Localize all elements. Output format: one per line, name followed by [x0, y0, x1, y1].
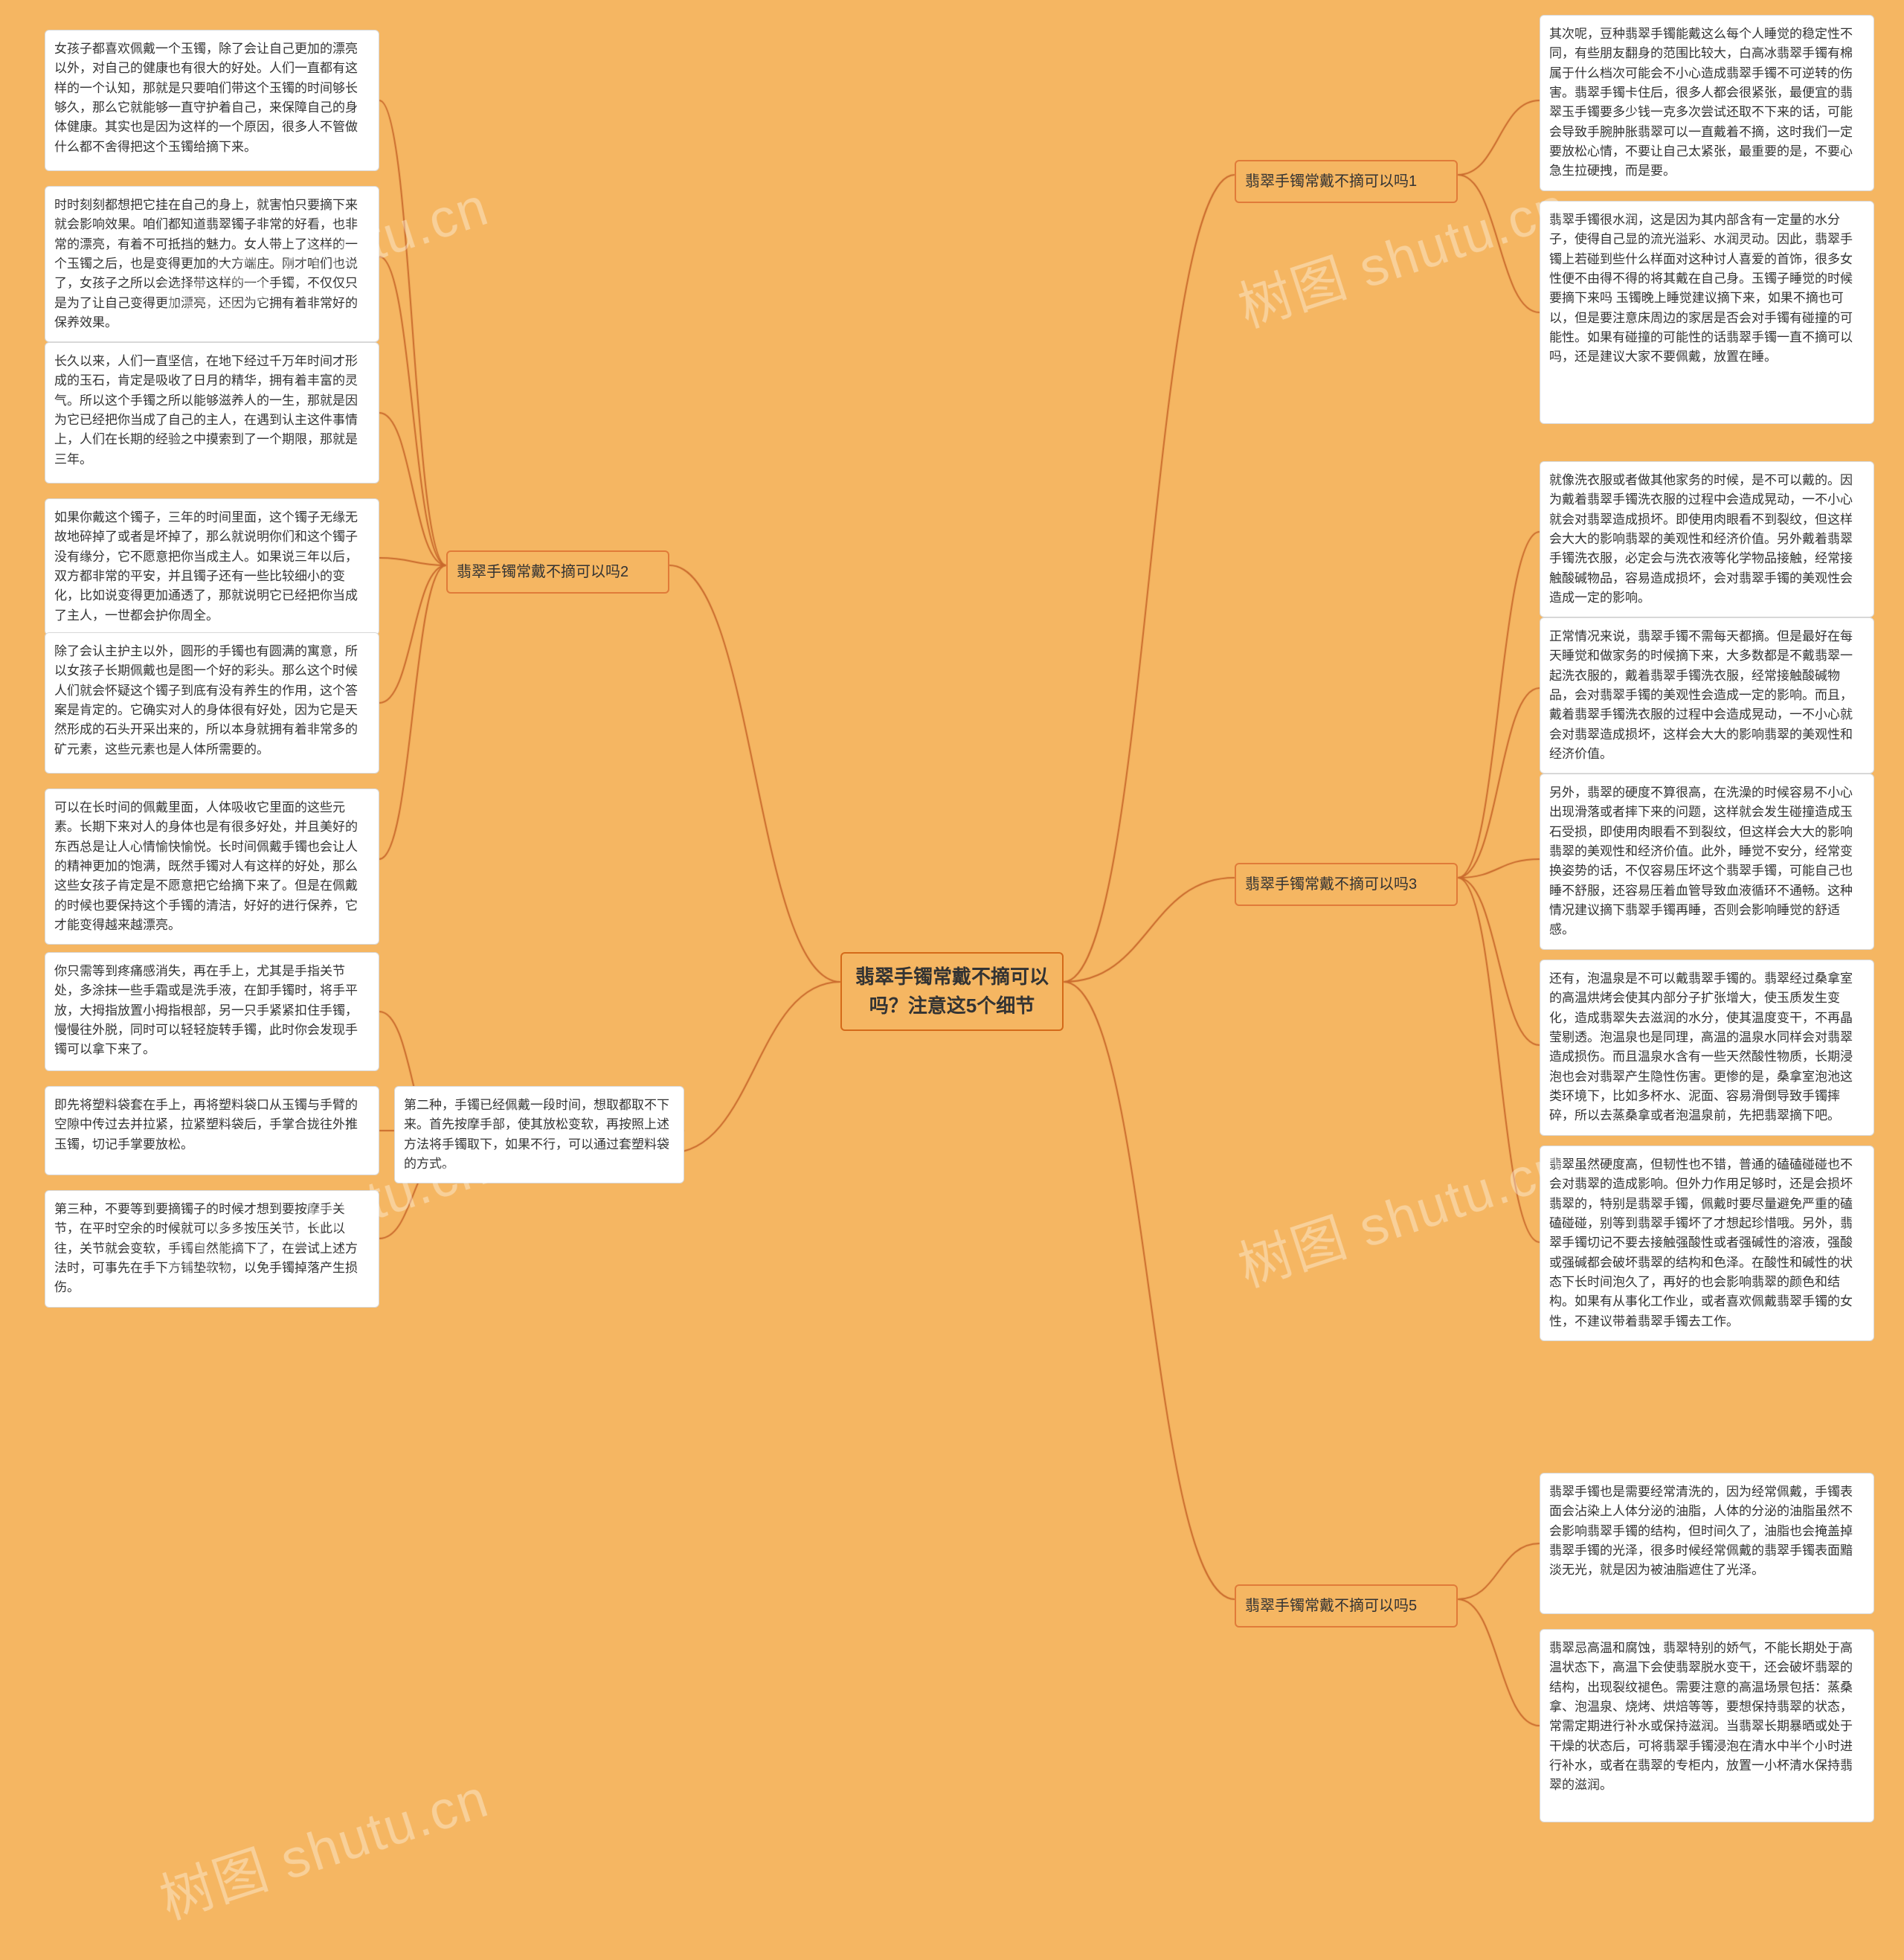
node-text-l2d: 如果你戴这个镯子，三年的时间里面，这个镯子无缘无故地碎掉了或者是坏掉了，那么就说…	[54, 510, 358, 623]
node-r3e: 就像洗衣服或者做其他家务的时候，是不可以戴的。因为戴着翡翠手镯洗衣服的过程中会造…	[1540, 461, 1874, 617]
node-l2: 翡翠手镯常戴不摘可以吗2	[446, 550, 669, 594]
node-r3a: 正常情况来说，翡翠手镯不需每天都摘。但是最好在每天睡觉和做家务的时候摘下来，大多…	[1540, 617, 1874, 774]
node-r3: 翡翠手镯常戴不摘可以吗3	[1235, 863, 1458, 906]
node-text-r3d: 翡翠虽然硬度高，但韧性也不错，普通的磕磕碰碰也不会对翡翠的造成影响。但外力作用足…	[1549, 1157, 1853, 1328]
node-text-r1b: 翡翠手镯很水润，这是因为其内部含有一定量的水分子，使得自己显的流光溢彩、水润灵动…	[1549, 213, 1853, 364]
node-l2b: 时时刻刻都想把它挂在自己的身上，就害怕只要摘下来就会影响效果。咱们都知道翡翠镯子…	[45, 186, 379, 342]
node-text-r1: 翡翠手镯常戴不摘可以吗1	[1245, 173, 1417, 190]
node-text-r5b: 翡翠忌高温和腐蚀，翡翠特别的娇气，不能长期处于高温状态下，高温下会使翡翠脱水变干…	[1549, 1641, 1853, 1792]
node-l4c: 第三种，不要等到要摘镯子的时候才想到要按摩手关节，在平时空余的时候就可以多多按压…	[45, 1190, 379, 1308]
node-text-l2b: 时时刻刻都想把它挂在自己的身上，就害怕只要摘下来就会影响效果。咱们都知道翡翠镯子…	[54, 198, 358, 330]
node-r5b: 翡翠忌高温和腐蚀，翡翠特别的娇气，不能长期处于高温状态下，高温下会使翡翠脱水变干…	[1540, 1629, 1874, 1822]
node-r5: 翡翠手镯常戴不摘可以吗5	[1235, 1584, 1458, 1628]
node-r1a: 其次呢，豆种翡翠手镯能戴这么每个人睡觉的稳定性不同，有些朋友翻身的范围比较大，白…	[1540, 15, 1874, 191]
node-l2a: 女孩子都喜欢佩戴一个玉镯，除了会让自己更加的漂亮以外，对自己的健康也有很大的好处…	[45, 30, 379, 171]
node-text-l4b: 第二种，手镯已经佩戴一段时间，想取都取不下来。首先按摩手部，使其放松变软，再按照…	[404, 1098, 669, 1171]
node-r3d: 翡翠虽然硬度高，但韧性也不错，普通的磕磕碰碰也不会对翡翠的造成影响。但外力作用足…	[1540, 1146, 1874, 1341]
node-l2e: 除了会认主护主以外，圆形的手镯也有圆满的寓意，所以女孩子长期佩戴也是图一个好的彩…	[45, 632, 379, 774]
node-text-r5: 翡翠手镯常戴不摘可以吗5	[1245, 1598, 1417, 1614]
node-text-r1a: 其次呢，豆种翡翠手镯能戴这么每个人睡觉的稳定性不同，有些朋友翻身的范围比较大，白…	[1549, 27, 1853, 178]
node-text-l2: 翡翠手镯常戴不摘可以吗2	[457, 564, 628, 580]
node-text-r3: 翡翠手镯常戴不摘可以吗3	[1245, 876, 1417, 893]
node-text-r3a: 正常情况来说，翡翠手镯不需每天都摘。但是最好在每天睡觉和做家务的时候摘下来，大多…	[1549, 629, 1853, 761]
node-text-l4a: 你只需等到疼痛感消失，再在手上，尤其是手指关节处，多涂抹一些手霜或是洗手液，在卸…	[54, 964, 358, 1056]
node-text-r3b: 另外，翡翠的硬度不算很高，在洗澡的时候容易不小心出现滑落或者摔下来的问题，这样就…	[1549, 785, 1853, 936]
node-l2d: 如果你戴这个镯子，三年的时间里面，这个镯子无缘无故地碎掉了或者是坏掉了，那么就说…	[45, 498, 379, 635]
node-text-l4c: 第三种，不要等到要摘镯子的时候才想到要按摩手关节，在平时空余的时候就可以多多按压…	[54, 1202, 358, 1294]
node-l4b_sub: 即先将塑料袋套在手上，再将塑料袋口从玉镯与手臂的空隙中传过去并拉紧，拉紧塑料袋后…	[45, 1086, 379, 1175]
node-text-l2e: 除了会认主护主以外，圆形的手镯也有圆满的寓意，所以女孩子长期佩戴也是图一个好的彩…	[54, 644, 358, 756]
node-text-l2a: 女孩子都喜欢佩戴一个玉镯，除了会让自己更加的漂亮以外，对自己的健康也有很大的好处…	[54, 42, 358, 154]
node-text-l4b_sub: 即先将塑料袋套在手上，再将塑料袋口从玉镯与手臂的空隙中传过去并拉紧，拉紧塑料袋后…	[54, 1098, 358, 1151]
node-text-r5a: 翡翠手镯也是需要经常清洗的，因为经常佩戴，手镯表面会沾染上人体分泌的油脂，人体的…	[1549, 1485, 1853, 1577]
node-r1: 翡翠手镯常戴不摘可以吗1	[1235, 160, 1458, 203]
node-root: 翡翠手镯常戴不摘可以吗？注意这5个细节	[840, 952, 1064, 1031]
node-r5a: 翡翠手镯也是需要经常清洗的，因为经常佩戴，手镯表面会沾染上人体分泌的油脂，人体的…	[1540, 1473, 1874, 1614]
node-text-r3e: 就像洗衣服或者做其他家务的时候，是不可以戴的。因为戴着翡翠手镯洗衣服的过程中会造…	[1549, 473, 1853, 605]
node-r3c: 还有，泡温泉是不可以戴翡翠手镯的。翡翠经过桑拿室的高温烘烤会使其内部分子扩张增大…	[1540, 960, 1874, 1136]
node-l2c: 长久以来，人们一直坚信，在地下经过千万年时间才形成的玉石，肯定是吸收了日月的精华…	[45, 342, 379, 483]
node-text-root: 翡翠手镯常戴不摘可以吗？注意这5个细节	[855, 965, 1049, 1017]
node-text-r3c: 还有，泡温泉是不可以戴翡翠手镯的。翡翠经过桑拿室的高温烘烤会使其内部分子扩张增大…	[1549, 971, 1853, 1122]
node-text-l2f: 可以在长时间的佩戴里面，人体吸收它里面的这些元素。长期下来对人的身体也是有很多好…	[54, 800, 358, 932]
node-l4b: 第二种，手镯已经佩戴一段时间，想取都取不下来。首先按摩手部，使其放松变软，再按照…	[394, 1086, 684, 1183]
node-l4a: 你只需等到疼痛感消失，再在手上，尤其是手指关节处，多涂抹一些手霜或是洗手液，在卸…	[45, 952, 379, 1071]
node-text-l2c: 长久以来，人们一直坚信，在地下经过千万年时间才形成的玉石，肯定是吸收了日月的精华…	[54, 354, 358, 466]
node-r3b: 另外，翡翠的硬度不算很高，在洗澡的时候容易不小心出现滑落或者摔下来的问题，这样就…	[1540, 774, 1874, 950]
node-r1b: 翡翠手镯很水润，这是因为其内部含有一定量的水分子，使得自己显的流光溢彩、水润灵动…	[1540, 201, 1874, 424]
node-l2f: 可以在长时间的佩戴里面，人体吸收它里面的这些元素。长期下来对人的身体也是有很多好…	[45, 788, 379, 945]
